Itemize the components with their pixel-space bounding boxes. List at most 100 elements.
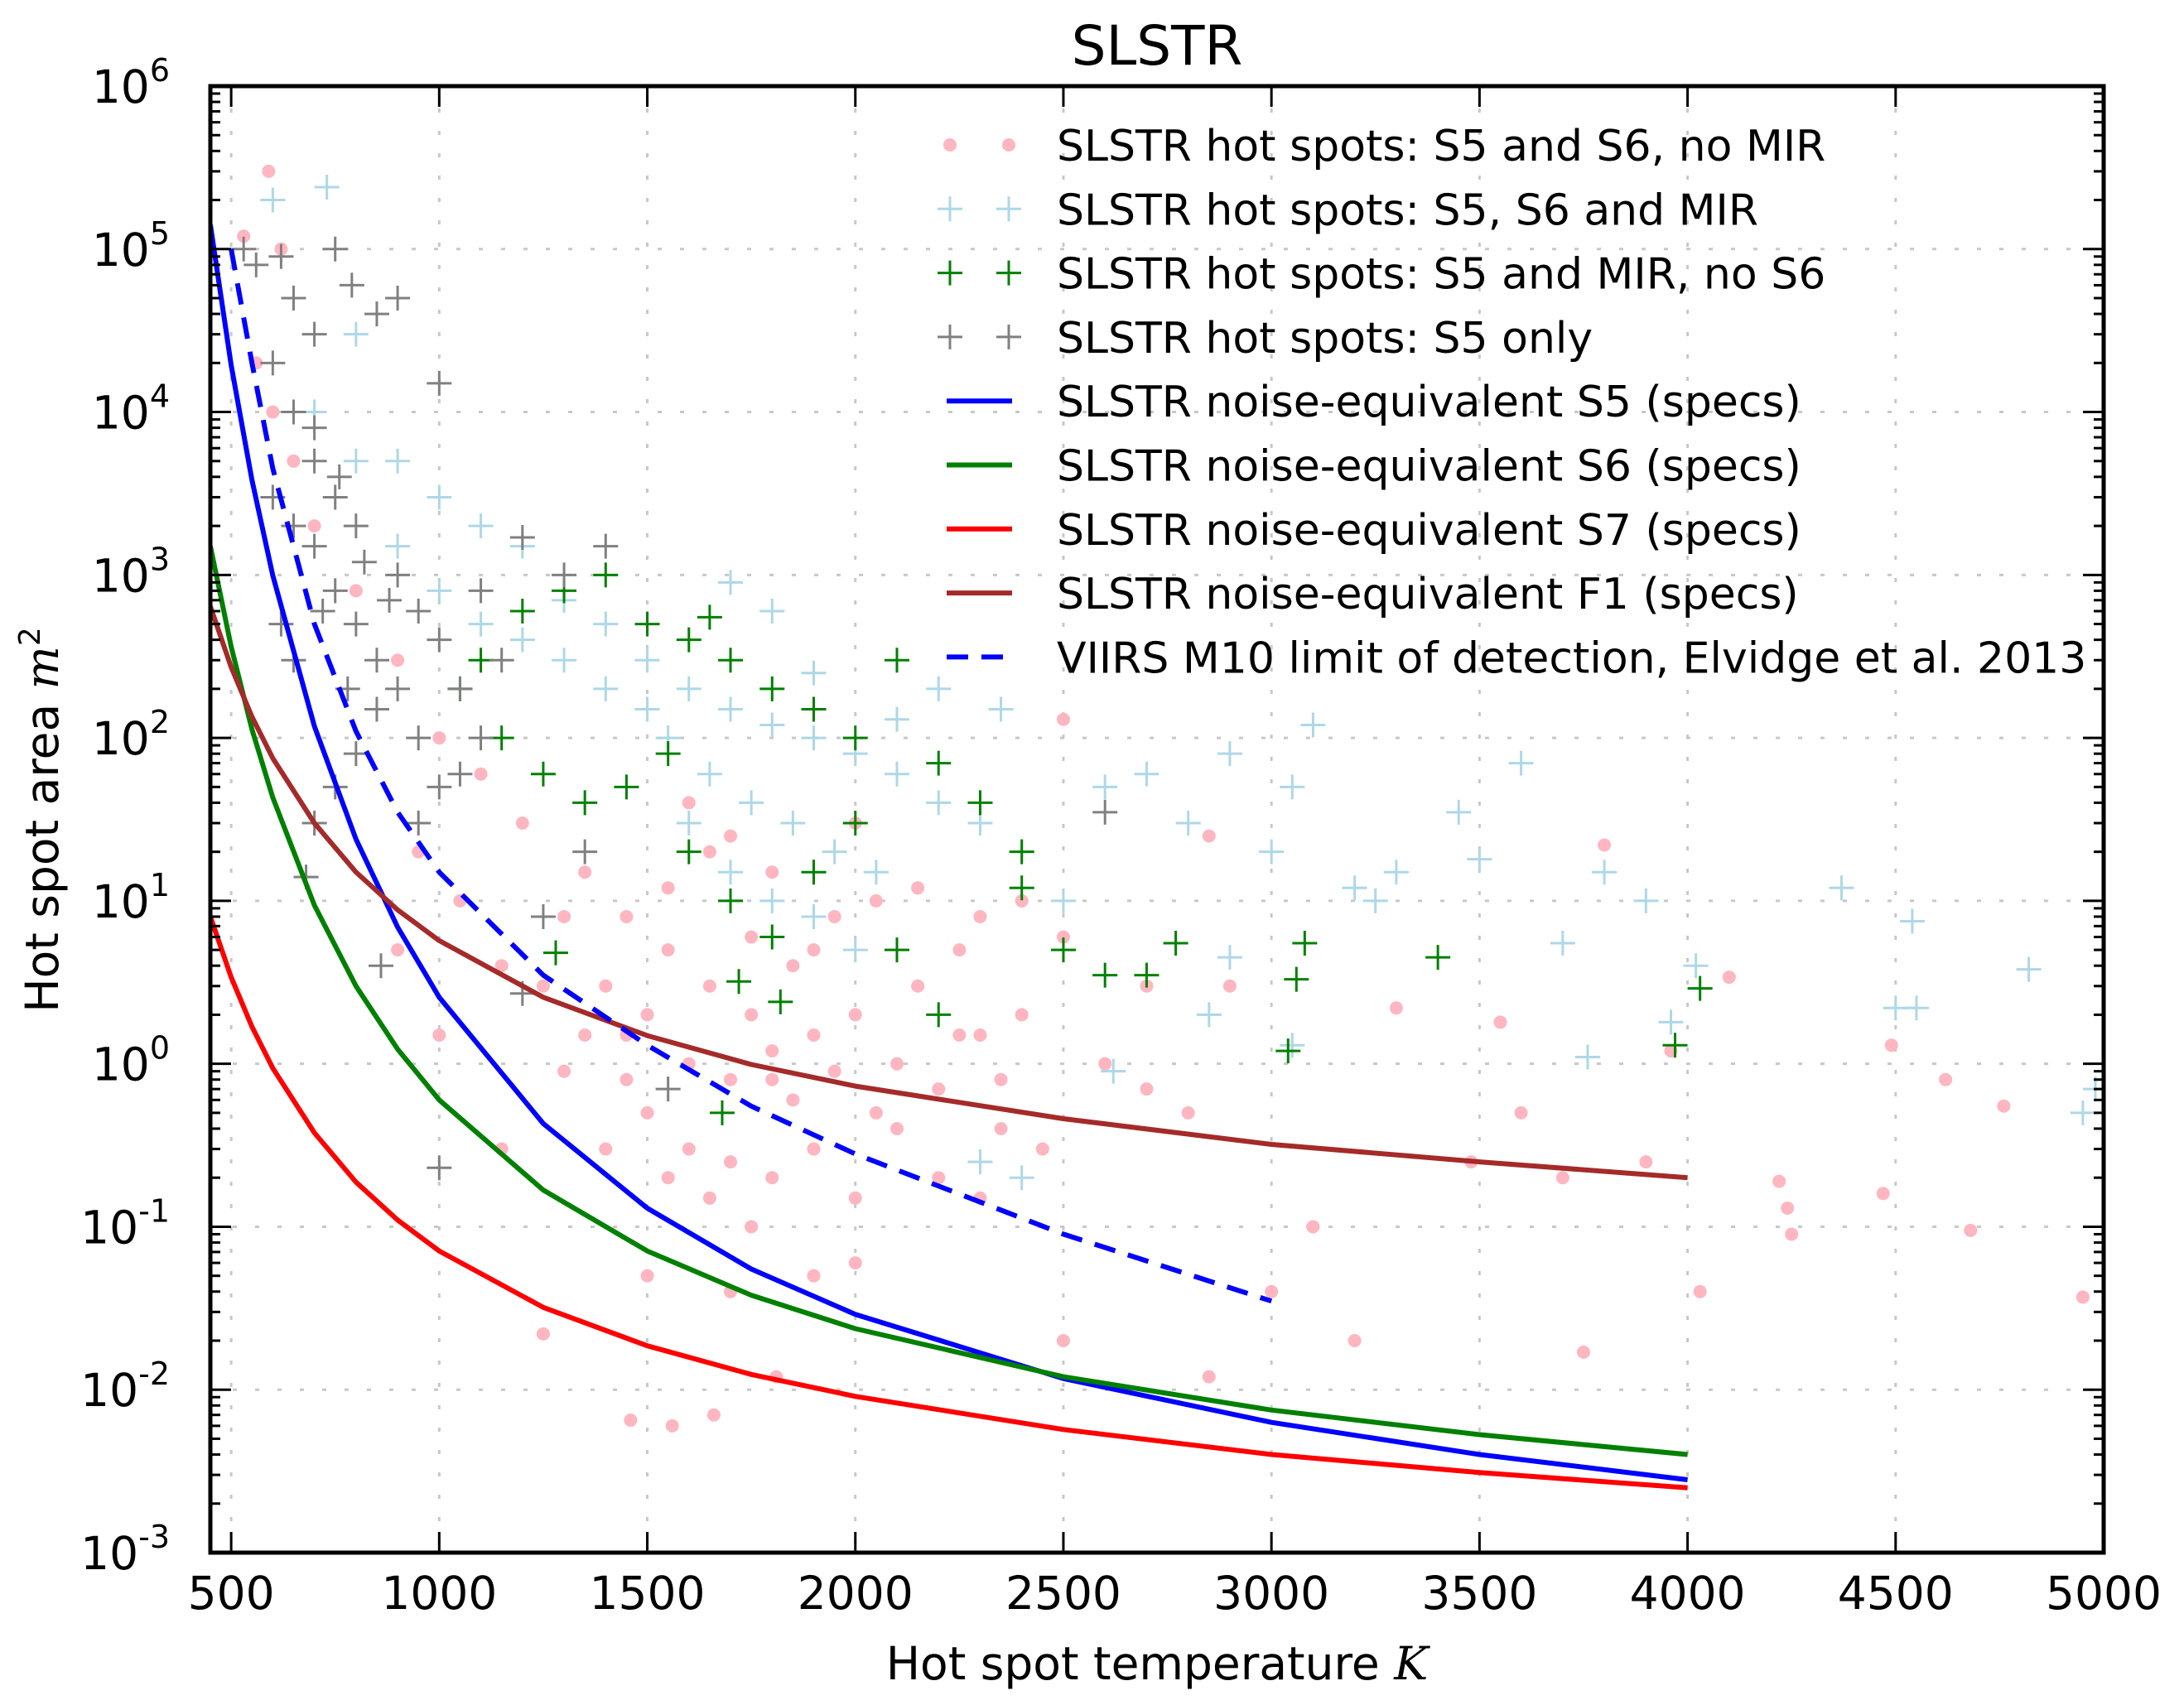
scatter-point [1508,750,1534,776]
line-series-1 [210,546,1688,1457]
scatter-point [724,829,738,843]
scatter-point [827,909,841,923]
scatter-point [655,1076,681,1102]
grid [210,84,2105,1554]
scatter-point [1693,1284,1707,1298]
scatter-point [952,943,967,957]
chart-title: SLSTR [1072,14,1243,78]
y-tick-label: 102 [92,704,170,765]
scatter-point [869,893,883,908]
scatter-point [322,484,348,510]
scatter-point [1829,875,1854,901]
scatter-point [1056,712,1070,726]
plot-area [210,164,2104,1491]
scatter-point [676,676,701,701]
scatter-point [599,1142,613,1156]
scatter-point [863,860,889,885]
scatter-point [676,839,701,865]
scatter-point [1217,741,1242,767]
scatter-series-3 [231,236,1118,1181]
scatter-point [884,706,909,732]
legend-entry: VIIRS M10 limit of detection, Elvidge et… [947,633,2086,683]
scatter-point [1772,1174,1786,1188]
y-tick-label: 10-3 [80,1519,170,1580]
y-tick-label: 10-2 [80,1356,170,1417]
scatter-point [1683,953,1709,979]
scatter-point [926,1002,952,1028]
scatter-point [1280,1033,1305,1058]
scatter-point [1217,945,1242,971]
scatter-point [724,1155,738,1169]
legend-marker [996,324,1021,349]
scatter-point [1009,875,1034,901]
scatter-point [326,464,352,489]
plot-marks [210,164,2104,1491]
scatter-point [530,903,556,929]
scatter-point [1300,712,1326,738]
scatter-point [310,598,335,624]
scatter-point [718,860,744,885]
scatter-point [759,888,785,913]
x-axis-label-text: Hot spot temperature [886,1637,1380,1690]
scatter-point [1202,1370,1216,1384]
scatter-point [848,1008,862,1022]
scatter-point [634,696,660,722]
scatter-point [427,578,452,604]
scatter-point [427,627,452,653]
scatter-point [1903,995,1929,1021]
legend-marker [1002,138,1015,152]
scatter-point [702,1191,716,1205]
y-tick-exp: 5 [150,215,170,252]
scatter-point [620,909,634,923]
scatter-point [1662,1033,1688,1058]
scatter-point [661,1171,675,1185]
scatter-point [1592,860,1618,885]
scatter-point [427,1155,452,1181]
scatter-point [926,790,952,816]
x-tick-label: 3000 [1213,1567,1329,1620]
scatter-point [343,321,369,347]
scatter-point [801,903,827,929]
scatter-point [807,1142,821,1156]
scatter-point [385,286,411,311]
y-axis-unit: m [16,646,69,689]
scatter-point [768,989,793,1014]
scatter-series-0 [237,164,2090,1433]
legend-entry: SLSTR noise-equivalent S6 (specs) [947,442,1801,492]
x-tick-label: 2000 [798,1567,914,1620]
scatter-point [745,1220,759,1234]
scatter-point [1598,838,1612,852]
scatter-point [759,676,785,701]
line-series-2 [210,916,1688,1491]
scatter-point [1134,962,1159,988]
scatter-point [676,627,701,653]
scatter-point [231,236,257,262]
scatter-point [1275,1038,1301,1064]
scatter-point [1092,774,1118,800]
scatter-point [1284,966,1309,992]
scatter-point [765,1044,779,1058]
scatter-point [1015,893,1029,908]
axis-ticks: 500 1000 1500 2000 2500 3000 3500 4000 4500 5000 1… [80,52,2162,1620]
scatter-point [724,1072,738,1086]
x-tick-label: 5000 [2046,1567,2162,1620]
y-tick-exp: 4 [150,378,170,415]
scatter-point [765,865,779,879]
scatter-point [634,648,660,673]
scatter-point [427,484,452,510]
scatter-point [1383,860,1409,885]
scatter-point [884,937,909,963]
scatter-point [967,1149,993,1175]
scatter-point [447,676,473,701]
scatter-point [243,252,269,277]
scatter-point [593,611,619,637]
scatter-series-2 [447,562,1713,1125]
scatter-point [765,1072,779,1086]
scatter-point [536,1327,550,1341]
scatter-point [745,1008,759,1022]
scatter-point [702,845,716,859]
scatter-point [1280,774,1305,800]
scatter-point [926,750,952,776]
scatter-point [593,676,619,701]
scatter-point [530,761,556,787]
